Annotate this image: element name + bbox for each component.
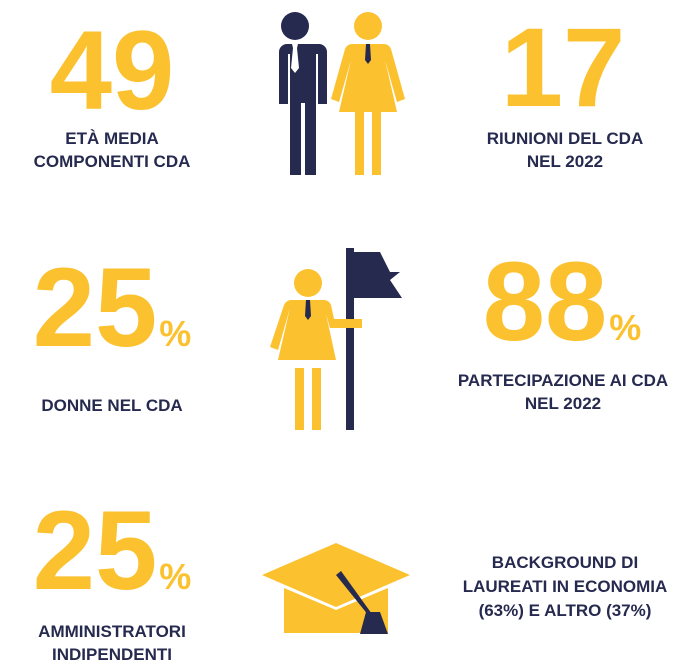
flag-woman-icon (270, 248, 402, 430)
stat-value-group: 25% (33, 245, 192, 370)
stat-label: DONNE NEL CDA (41, 396, 182, 415)
stat-value-group: 25% (33, 488, 192, 613)
stat-label: NEL 2022 (525, 394, 601, 413)
graduation-cap-icon (262, 543, 410, 634)
stat-label: LAUREATI IN ECONOMIA (463, 577, 668, 596)
stat-label: ETÀ MEDIA (65, 129, 159, 148)
stat-unit: % (159, 313, 191, 354)
man-icon (271, 12, 327, 175)
stat-value: 17 (501, 5, 626, 130)
stat-label: BACKGROUND DI (492, 553, 638, 572)
stat-unit: % (609, 307, 641, 348)
stat-unit: % (159, 556, 191, 597)
stat-label: INDIPENDENTI (52, 645, 172, 664)
stat-value: 49 (50, 8, 175, 133)
stat-value-group: 88% (483, 239, 642, 364)
stat-label: (63%) E ALTRO (37%) (479, 601, 652, 620)
stat-label: AMMINISTRATORI (38, 622, 186, 641)
stat-label: COMPONENTI CDA (34, 152, 191, 171)
stat-value: 25 (33, 488, 158, 613)
stat-label: NEL 2022 (527, 152, 603, 171)
stat-value: 25 (33, 245, 158, 370)
stat-label: PARTECIPAZIONE AI CDA (458, 371, 668, 390)
stat-label: RIUNIONI DEL CDA (487, 129, 643, 148)
stat-value: 88 (483, 239, 608, 364)
woman-icon (331, 12, 405, 175)
